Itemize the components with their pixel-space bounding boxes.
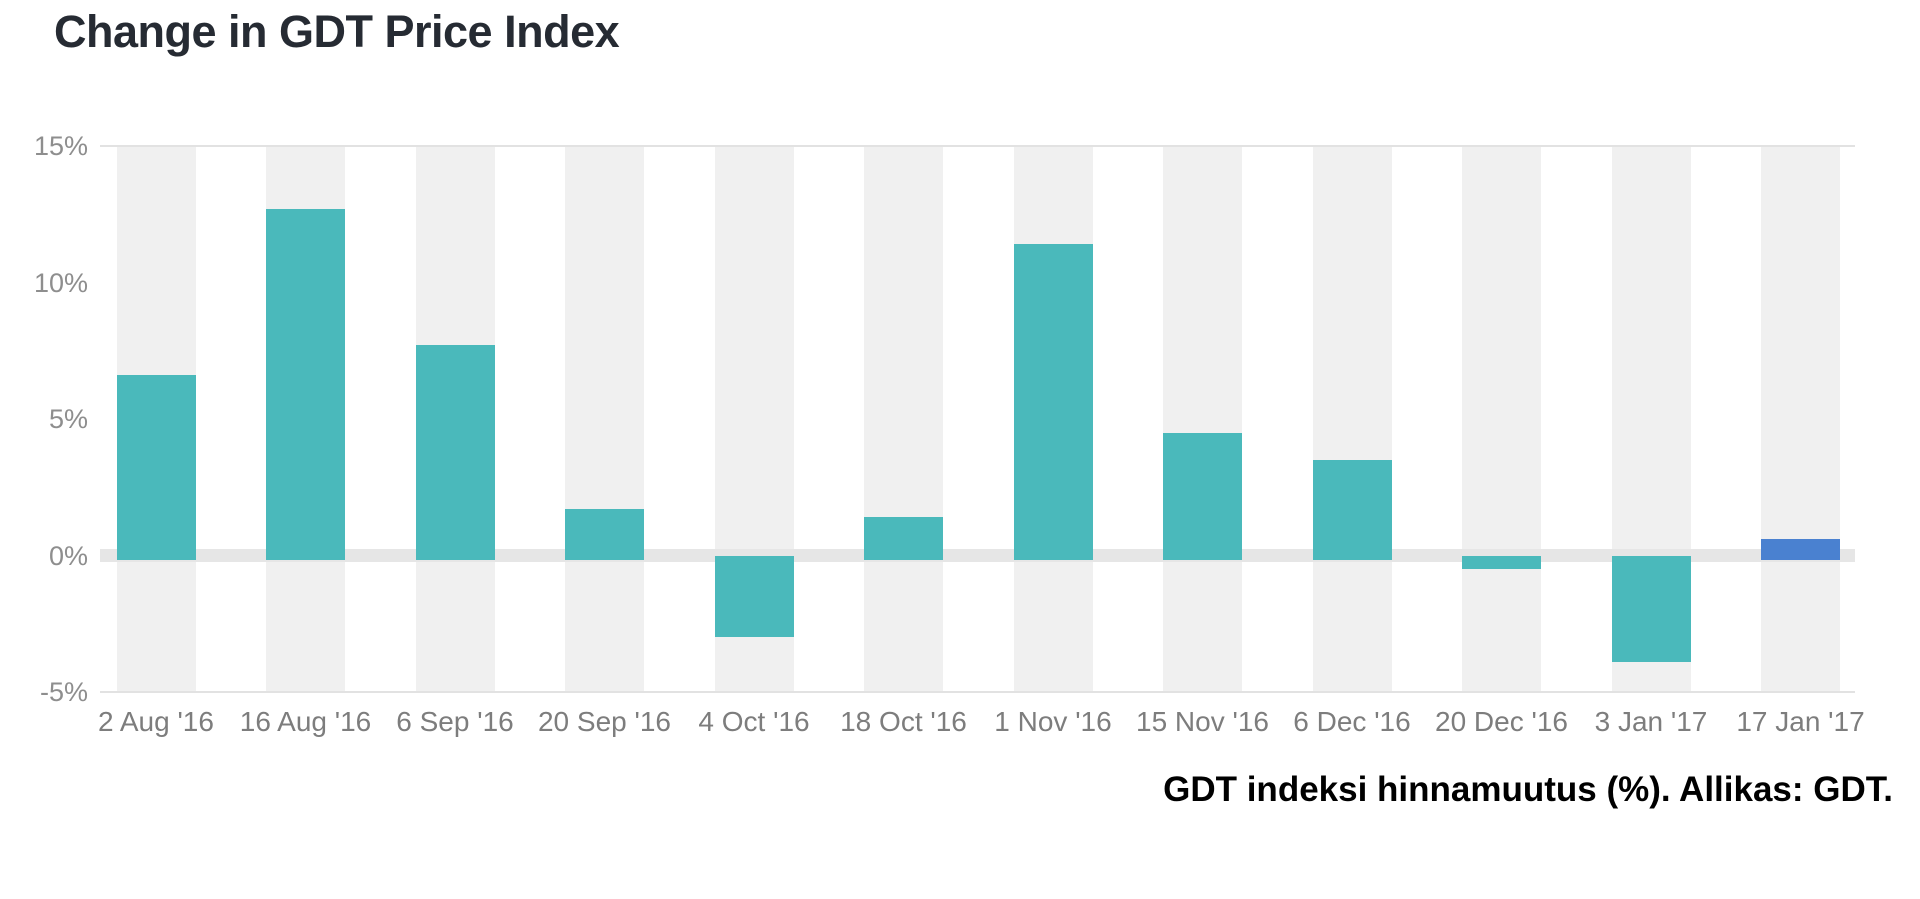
x-axis-tick-label: 18 Oct '16 [840, 706, 967, 737]
x-axis-tick-label: 16 Aug '16 [239, 706, 372, 737]
bar[interactable] [1761, 539, 1840, 561]
x-axis-tick-label: 3 Jan '17 [1594, 706, 1708, 737]
bar[interactable] [1312, 459, 1392, 561]
bar[interactable] [1013, 244, 1093, 561]
bar[interactable] [714, 555, 794, 638]
x-axis-tick-label: 20 Sep '16 [537, 706, 671, 737]
y-axis-tick-label: 10% [33, 267, 88, 298]
column-band [1163, 146, 1242, 692]
chart-caption: GDT indeksi hinnamuutus (%). Allikas: GD… [1163, 770, 1893, 809]
bar[interactable] [864, 517, 943, 561]
bar[interactable] [1163, 432, 1242, 561]
y-axis-tick-label: 15% [33, 131, 88, 161]
y-axis-tick-label: 5% [48, 404, 88, 434]
x-axis-tick-label: 6 Dec '16 [1293, 706, 1411, 737]
bar[interactable] [415, 345, 495, 561]
x-axis-tick-label: 17 Jan '17 [1736, 706, 1865, 737]
column-band [1462, 146, 1541, 692]
bottom-gridline [100, 691, 1855, 693]
x-axis-tick-label: 6 Sep '16 [396, 706, 514, 737]
chart-title: Change in GDT Price Index [54, 6, 620, 57]
y-axis-tick-label: 0% [48, 540, 88, 571]
bar[interactable] [116, 375, 196, 561]
x-axis-tick-label: 15 Nov '16 [1136, 706, 1269, 737]
x-axis-tick-label: 1 Nov '16 [994, 706, 1112, 737]
top-gridline [100, 145, 1855, 147]
column-band [565, 146, 644, 692]
x-axis-tick-label: 4 Oct '16 [698, 706, 810, 737]
x-axis-tick-label: 2 Aug '16 [98, 706, 214, 737]
y-axis-tick-label: -5% [39, 677, 88, 707]
column-band [864, 146, 943, 692]
bar[interactable] [1611, 555, 1691, 662]
bar[interactable] [565, 509, 644, 561]
x-axis-tick-label: 20 Dec '16 [1435, 706, 1568, 737]
bar[interactable] [1462, 555, 1541, 570]
column-band [1312, 146, 1392, 692]
bar[interactable] [266, 208, 345, 561]
zero-line [100, 549, 1855, 562]
column-band [1761, 146, 1840, 692]
